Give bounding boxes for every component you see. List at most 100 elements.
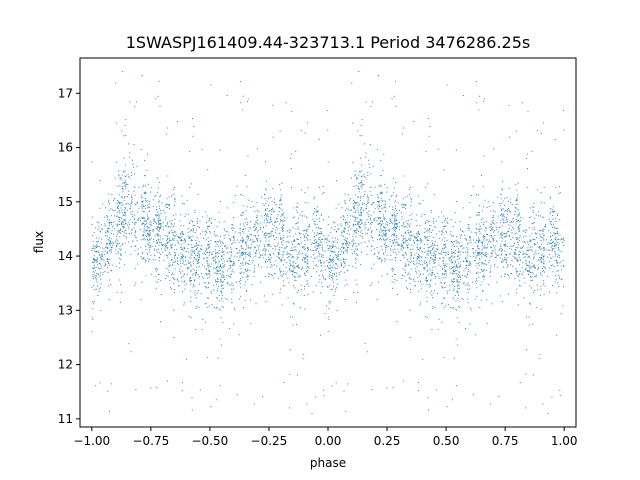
data-point xyxy=(99,272,101,274)
data-point xyxy=(463,260,465,262)
data-point xyxy=(465,328,467,330)
data-point xyxy=(156,191,158,193)
data-point xyxy=(297,289,300,291)
data-point xyxy=(392,387,394,389)
data-point xyxy=(168,271,170,274)
data-point xyxy=(332,281,334,283)
data-point xyxy=(117,230,119,232)
data-point xyxy=(239,265,241,267)
data-point xyxy=(361,219,363,221)
data-point xyxy=(505,258,507,260)
data-point xyxy=(318,186,321,189)
data-point xyxy=(541,248,543,250)
data-point xyxy=(328,235,330,237)
data-point xyxy=(416,262,418,264)
data-point xyxy=(387,229,389,231)
data-point xyxy=(466,267,468,269)
data-point xyxy=(256,240,258,242)
data-point xyxy=(538,266,540,268)
data-point xyxy=(531,223,533,225)
data-point xyxy=(357,204,359,206)
x-tick-label: 0.25 xyxy=(374,434,401,448)
data-point xyxy=(309,225,311,227)
data-point xyxy=(164,243,166,245)
data-point xyxy=(494,249,496,251)
data-point xyxy=(434,258,436,260)
data-point xyxy=(457,277,459,279)
data-point xyxy=(112,241,114,244)
data-point xyxy=(519,382,521,384)
data-point xyxy=(95,288,97,290)
data-point xyxy=(527,247,529,249)
data-point xyxy=(169,254,171,256)
data-point xyxy=(515,246,517,249)
data-point xyxy=(468,229,470,232)
data-point xyxy=(182,249,184,251)
data-point xyxy=(173,337,175,339)
data-point xyxy=(486,256,488,258)
data-point xyxy=(528,269,530,271)
data-point xyxy=(526,230,528,232)
data-point xyxy=(393,234,395,237)
data-point xyxy=(162,244,165,246)
data-point xyxy=(123,227,125,229)
data-point xyxy=(197,250,200,252)
data-point xyxy=(294,276,296,278)
data-point xyxy=(122,220,124,223)
data-point xyxy=(499,244,502,246)
data-point xyxy=(456,281,458,283)
data-point xyxy=(168,253,170,255)
data-point xyxy=(222,255,224,257)
data-point xyxy=(155,233,157,236)
data-point xyxy=(502,216,504,218)
data-point xyxy=(277,252,279,254)
data-point xyxy=(453,288,455,290)
data-point xyxy=(322,255,324,257)
data-point xyxy=(313,223,315,225)
data-point xyxy=(364,143,366,145)
data-point xyxy=(148,233,150,235)
data-point xyxy=(410,197,412,199)
data-point xyxy=(288,407,291,409)
data-point xyxy=(156,243,158,245)
data-point xyxy=(177,242,179,244)
data-point xyxy=(358,243,360,245)
data-point xyxy=(517,182,519,184)
data-point xyxy=(520,247,522,249)
data-point xyxy=(433,225,435,227)
data-point xyxy=(131,214,133,216)
data-point xyxy=(507,264,509,266)
data-point xyxy=(206,232,208,234)
data-point xyxy=(247,268,249,270)
data-point xyxy=(450,255,452,257)
data-point xyxy=(135,282,137,284)
data-point xyxy=(557,256,559,258)
data-point xyxy=(215,399,217,401)
data-point xyxy=(265,237,267,239)
data-point xyxy=(265,208,267,210)
data-point xyxy=(222,287,224,289)
data-point xyxy=(274,220,276,222)
data-point xyxy=(279,238,281,240)
data-point xyxy=(119,253,122,255)
data-point xyxy=(427,249,429,251)
data-point xyxy=(444,246,446,248)
data-point xyxy=(491,255,493,257)
data-point xyxy=(550,208,552,210)
data-point xyxy=(162,238,164,240)
data-point xyxy=(546,256,548,258)
data-point xyxy=(342,252,344,254)
data-point xyxy=(282,280,285,282)
data-point xyxy=(230,254,232,256)
data-point xyxy=(481,241,483,243)
data-point xyxy=(542,266,545,268)
data-point xyxy=(149,220,151,222)
data-point xyxy=(298,275,300,277)
data-point xyxy=(245,210,247,212)
data-point xyxy=(420,288,422,290)
data-point xyxy=(121,204,123,206)
data-point xyxy=(476,102,478,104)
data-point xyxy=(156,226,159,228)
data-point xyxy=(327,240,329,242)
data-point xyxy=(268,250,270,252)
